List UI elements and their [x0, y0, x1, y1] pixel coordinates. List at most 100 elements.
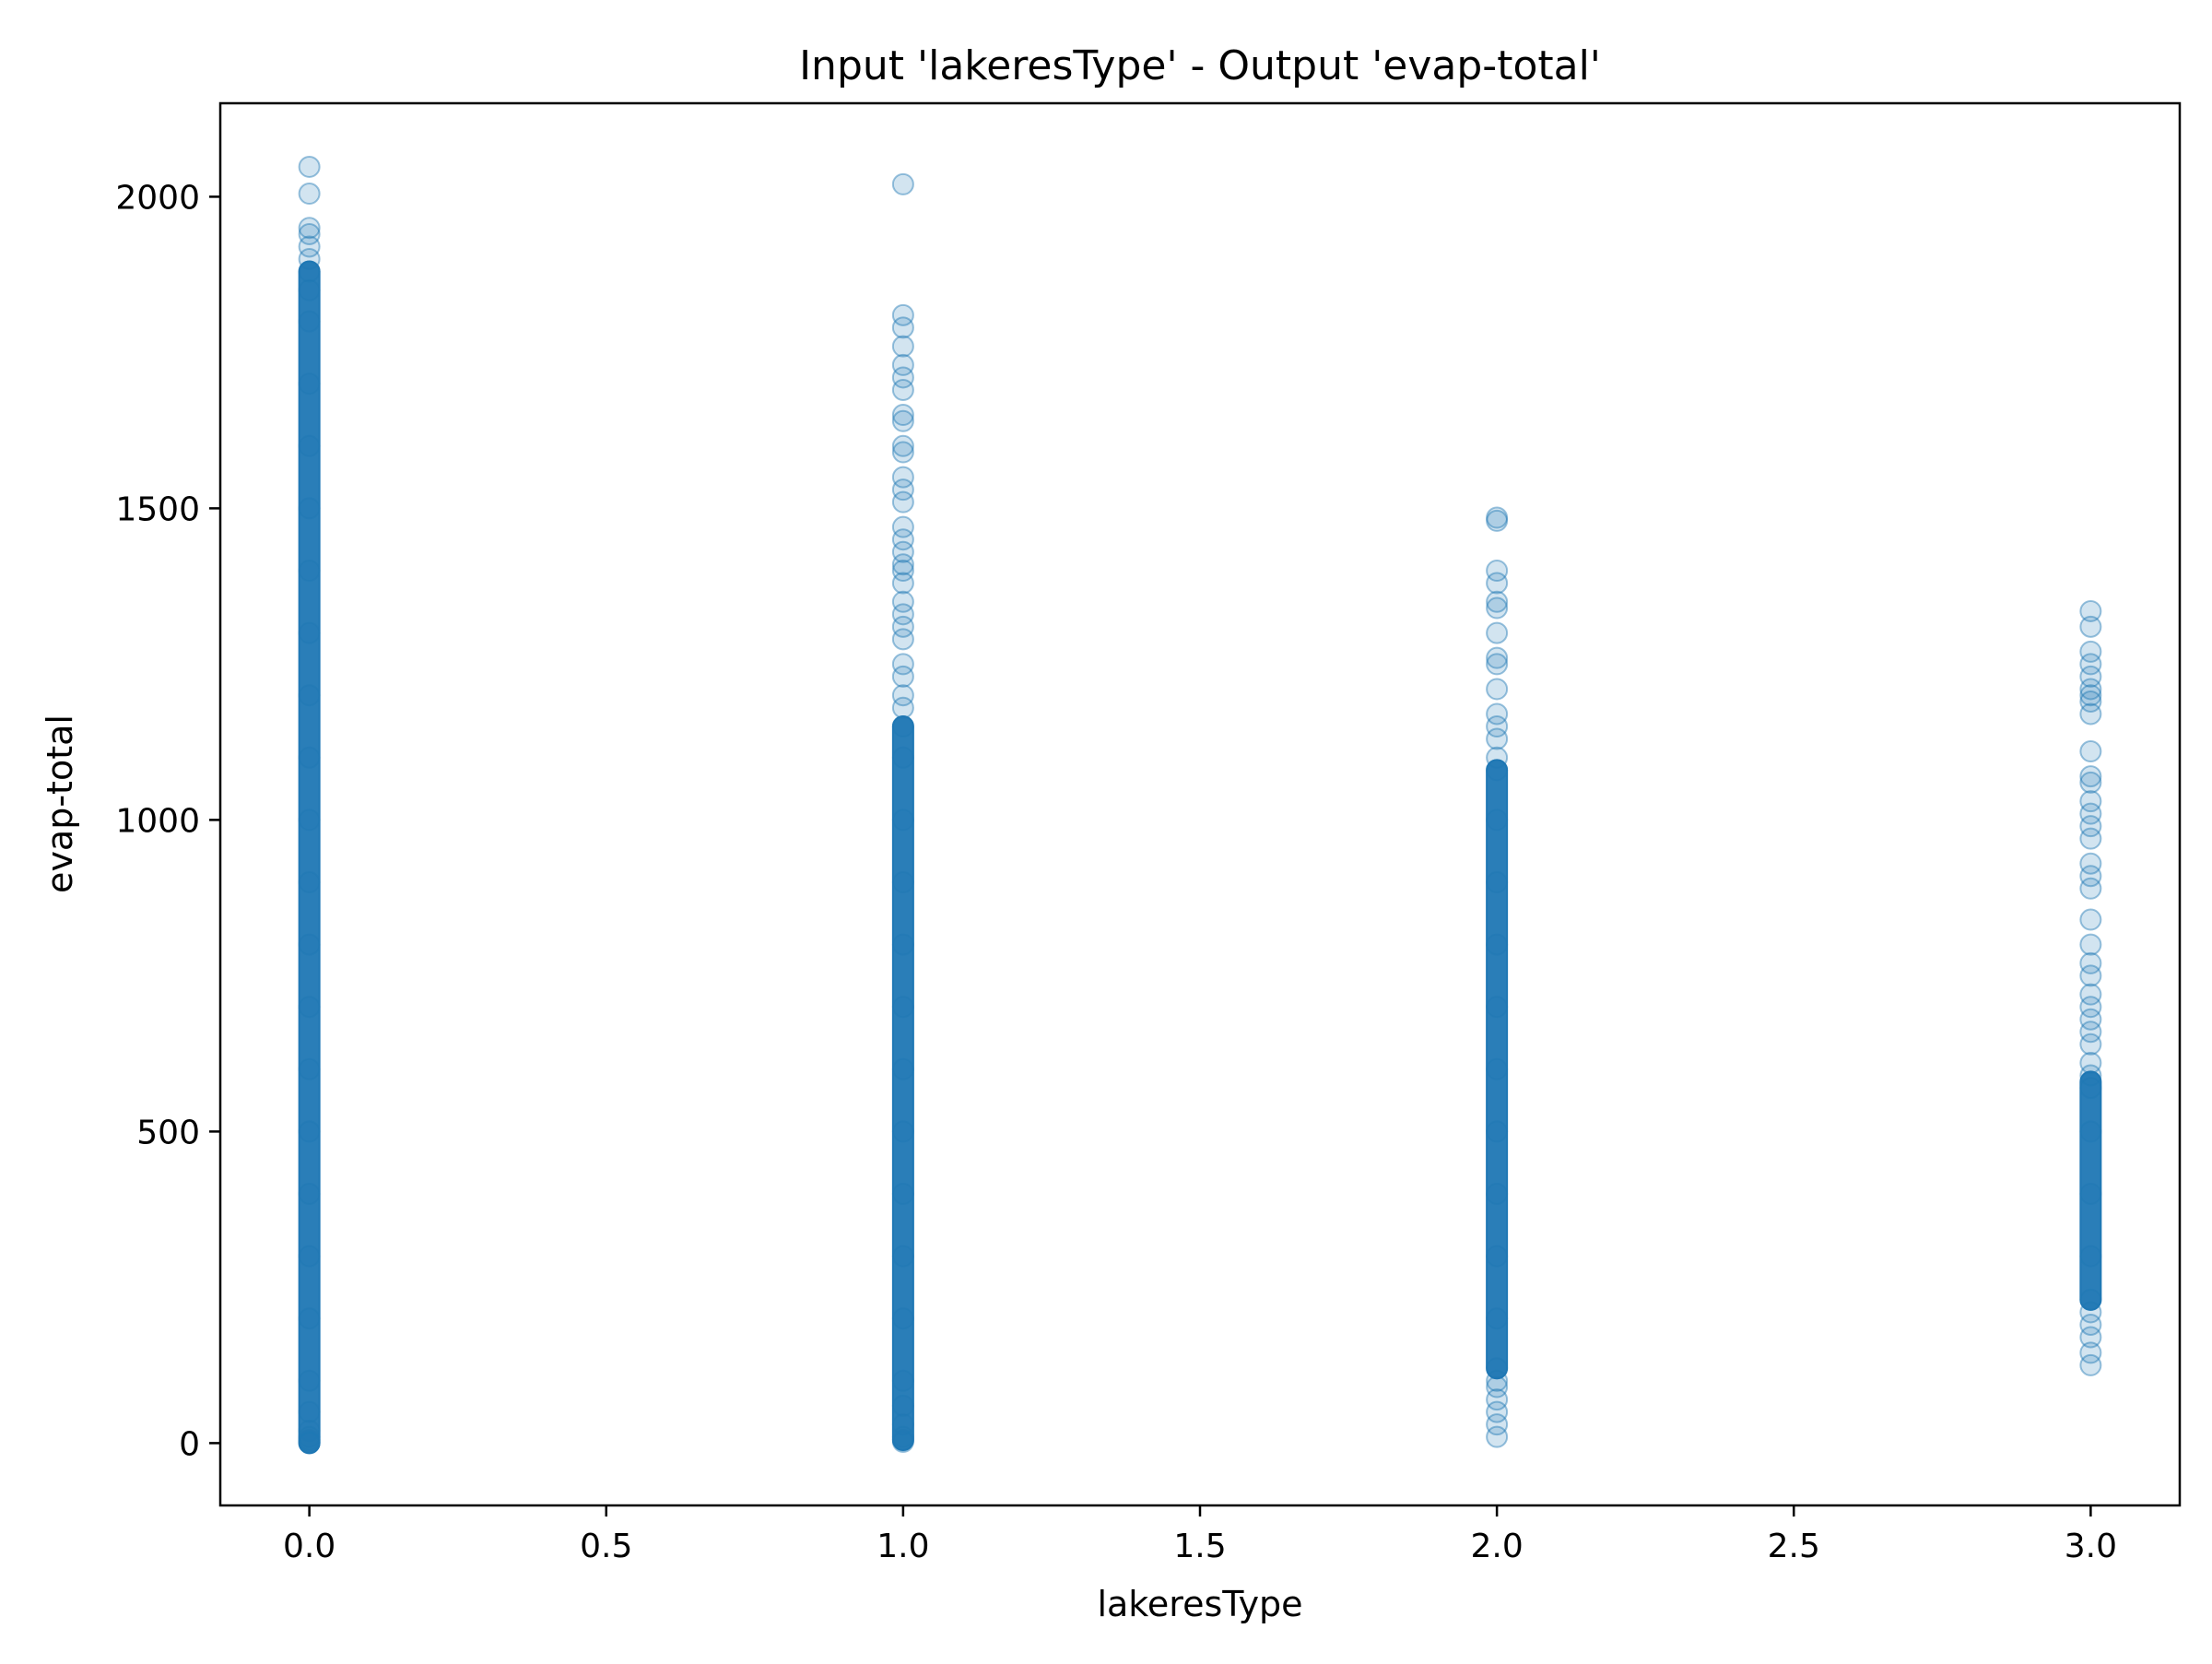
data-point [891, 628, 914, 651]
data-point [2079, 815, 2102, 838]
data-point [2079, 964, 2102, 987]
data-point [298, 183, 321, 206]
data-point [891, 316, 914, 339]
data-point [891, 528, 914, 551]
y-axis-label: evap-total [40, 714, 80, 893]
data-point [298, 996, 321, 1019]
y-tick-label: 500 [136, 1114, 200, 1151]
data-point [1486, 746, 1509, 769]
data-point [2079, 1326, 2102, 1349]
data-point [298, 1429, 321, 1452]
data-point [298, 497, 321, 520]
x-tick-label: 2.0 [1470, 1528, 1523, 1565]
dense-point-band [891, 715, 914, 1452]
data-point [1486, 1388, 1509, 1411]
data-point [891, 1431, 914, 1454]
x-tick-label: 3.0 [2065, 1528, 2117, 1565]
data-point [2079, 1021, 2102, 1044]
data-point [298, 684, 321, 707]
data-point [298, 1183, 321, 1205]
data-point [298, 260, 321, 283]
data-point [891, 441, 914, 464]
data-point [2079, 790, 2102, 813]
data-point [891, 603, 914, 626]
data-point [891, 615, 914, 638]
data-point [298, 1431, 321, 1454]
data-point [2079, 640, 2102, 663]
data-point [298, 1425, 321, 1448]
data-point [2079, 615, 2102, 638]
data-point [891, 1413, 914, 1436]
data-point [1486, 808, 1509, 832]
x-axis-label: lakeresType [1097, 1584, 1302, 1624]
x-tick-label: 1.5 [1173, 1528, 1226, 1565]
data-point [2079, 1008, 2102, 1031]
data-point [2079, 1245, 2102, 1268]
data-point [2079, 653, 2102, 676]
data-point [2079, 983, 2102, 1006]
data-point [891, 665, 914, 688]
data-point [891, 1120, 914, 1143]
data-point [298, 1307, 321, 1330]
data-point [891, 466, 914, 489]
data-point [1486, 1413, 1509, 1436]
x-tick-label: 0.5 [580, 1528, 632, 1565]
data-point [891, 746, 914, 769]
data-point [891, 540, 914, 563]
data-point [298, 155, 321, 178]
data-point [298, 310, 321, 333]
data-point [298, 434, 321, 457]
data-point [1486, 1183, 1509, 1205]
data-point [1486, 702, 1509, 726]
data-point [298, 1245, 321, 1268]
data-point [891, 335, 914, 358]
data-point [1486, 1375, 1509, 1398]
y-tick-label: 2000 [115, 179, 200, 217]
data-point [2079, 684, 2102, 707]
data-point [1486, 727, 1509, 750]
data-point [891, 1183, 914, 1205]
data-point [2079, 865, 2102, 888]
data-point [2079, 665, 2102, 688]
data-point [891, 696, 914, 719]
chart-title: Input 'lakeresType' - Output 'evap-total… [799, 42, 1601, 89]
data-point [891, 684, 914, 707]
data-point [2079, 1052, 2102, 1075]
points-layer [298, 155, 2102, 1455]
data-point [1486, 506, 1509, 529]
data-point [891, 996, 914, 1019]
data-point [891, 808, 914, 832]
data-point [1486, 1369, 1509, 1392]
data-point [2079, 702, 2102, 726]
data-point [891, 715, 914, 738]
data-point [891, 933, 914, 956]
data-point [891, 409, 914, 432]
x-tick-label: 2.5 [1768, 1528, 1820, 1565]
data-point [298, 621, 321, 644]
data-point [891, 434, 914, 457]
data-point [891, 871, 914, 893]
data-point [891, 378, 914, 401]
data-point [1486, 596, 1509, 620]
data-point [298, 871, 321, 893]
data-point [891, 1425, 914, 1448]
data-point [1486, 646, 1509, 669]
data-point [1486, 653, 1509, 676]
data-point [2079, 908, 2102, 931]
data-point [298, 560, 321, 582]
data-point [1486, 871, 1509, 893]
dense-point-band [2079, 1070, 2102, 1311]
data-point [2079, 740, 2102, 763]
data-point [2079, 1313, 2102, 1336]
data-point [1486, 1357, 1509, 1380]
data-point [2079, 1064, 2102, 1087]
data-point [891, 1369, 914, 1392]
data-point [298, 1400, 321, 1423]
data-point [2079, 802, 2102, 825]
data-point [298, 1369, 321, 1392]
data-point [891, 404, 914, 426]
data-point [891, 653, 914, 676]
data-point [891, 553, 914, 576]
data-point [298, 1432, 321, 1455]
